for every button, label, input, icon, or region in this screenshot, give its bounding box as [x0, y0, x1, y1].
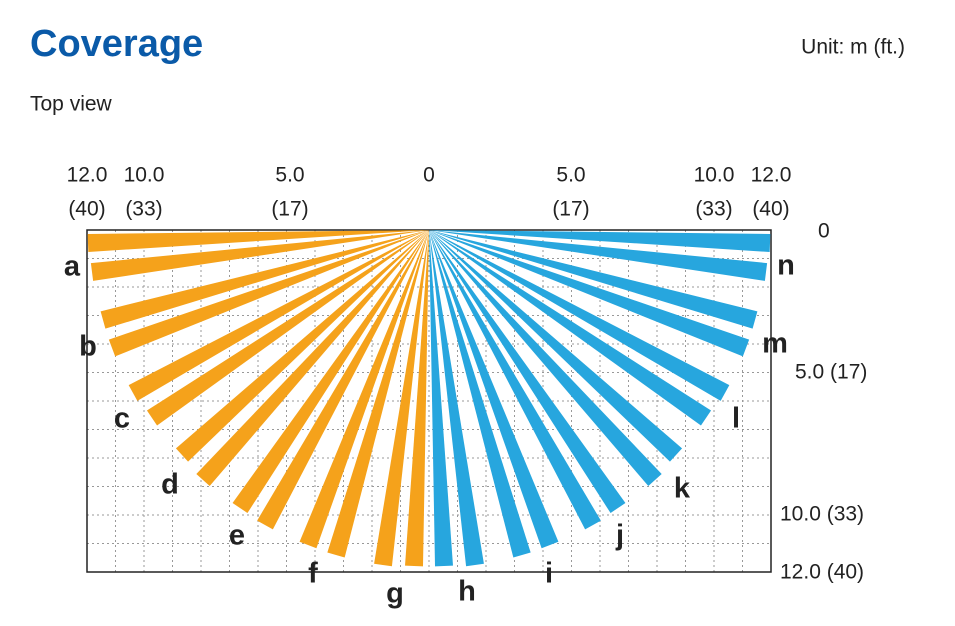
beam	[429, 230, 662, 487]
zone-label: m	[762, 328, 788, 360]
beam	[429, 230, 768, 281]
scale-label: 5.0	[275, 164, 304, 187]
unit: Unit: m (ft.)	[801, 36, 905, 59]
scale-label: (40)	[752, 198, 789, 221]
beam	[90, 230, 429, 281]
scale-label: 10.0	[694, 164, 735, 187]
beam	[429, 230, 712, 426]
scale-label: 10.0 (33)	[780, 503, 864, 526]
zone-label: f	[308, 558, 318, 590]
scale-label: (17)	[552, 198, 589, 221]
beam	[196, 230, 429, 487]
beams	[87, 230, 771, 567]
beam	[429, 230, 453, 567]
zone-label: c	[114, 403, 130, 435]
zone-label: i	[545, 558, 553, 590]
subtitle: Top view	[30, 93, 113, 116]
beam	[232, 230, 429, 514]
zone-label: g	[386, 578, 404, 610]
zone-label: e	[229, 520, 245, 552]
zone-label: n	[777, 250, 795, 282]
scale-label: 12.0 (40)	[780, 561, 864, 584]
zone-label: b	[79, 331, 97, 363]
beam	[128, 230, 430, 401]
scale-label: 10.0	[124, 164, 165, 187]
scale-label: (33)	[125, 198, 162, 221]
scale-label: 12.0	[751, 164, 792, 187]
beam	[429, 230, 758, 329]
beam	[429, 230, 750, 357]
scale-label: 0	[818, 220, 830, 243]
title: Coverage	[30, 23, 203, 65]
beam	[146, 230, 429, 426]
beam	[429, 230, 559, 549]
beam	[108, 230, 430, 357]
beam	[429, 230, 601, 530]
beam	[175, 230, 429, 462]
beam	[429, 230, 730, 401]
scale-label: 0	[423, 164, 435, 187]
zone-label: k	[674, 473, 691, 505]
beam	[429, 230, 683, 462]
zone-label: a	[64, 251, 81, 283]
beam	[87, 230, 430, 252]
grid	[87, 230, 771, 572]
scale-label: 12.0	[67, 164, 108, 187]
beam	[257, 230, 429, 530]
beam	[299, 230, 429, 549]
beam	[429, 230, 626, 514]
beam	[429, 230, 531, 558]
scale-label: (33)	[695, 198, 732, 221]
beam	[374, 230, 429, 567]
zone-label: l	[732, 403, 740, 435]
beam	[429, 230, 484, 567]
scale-label: (40)	[68, 198, 105, 221]
zone-label: h	[458, 576, 476, 608]
beam	[100, 230, 430, 329]
beam	[327, 230, 429, 558]
beam	[405, 230, 429, 567]
beam	[429, 230, 771, 252]
scale-label: 5.0 (17)	[795, 361, 867, 384]
zone-label: j	[615, 520, 624, 552]
zone-label: d	[161, 469, 179, 501]
scale-label: 5.0	[556, 164, 585, 187]
scale-label: (17)	[271, 198, 308, 221]
